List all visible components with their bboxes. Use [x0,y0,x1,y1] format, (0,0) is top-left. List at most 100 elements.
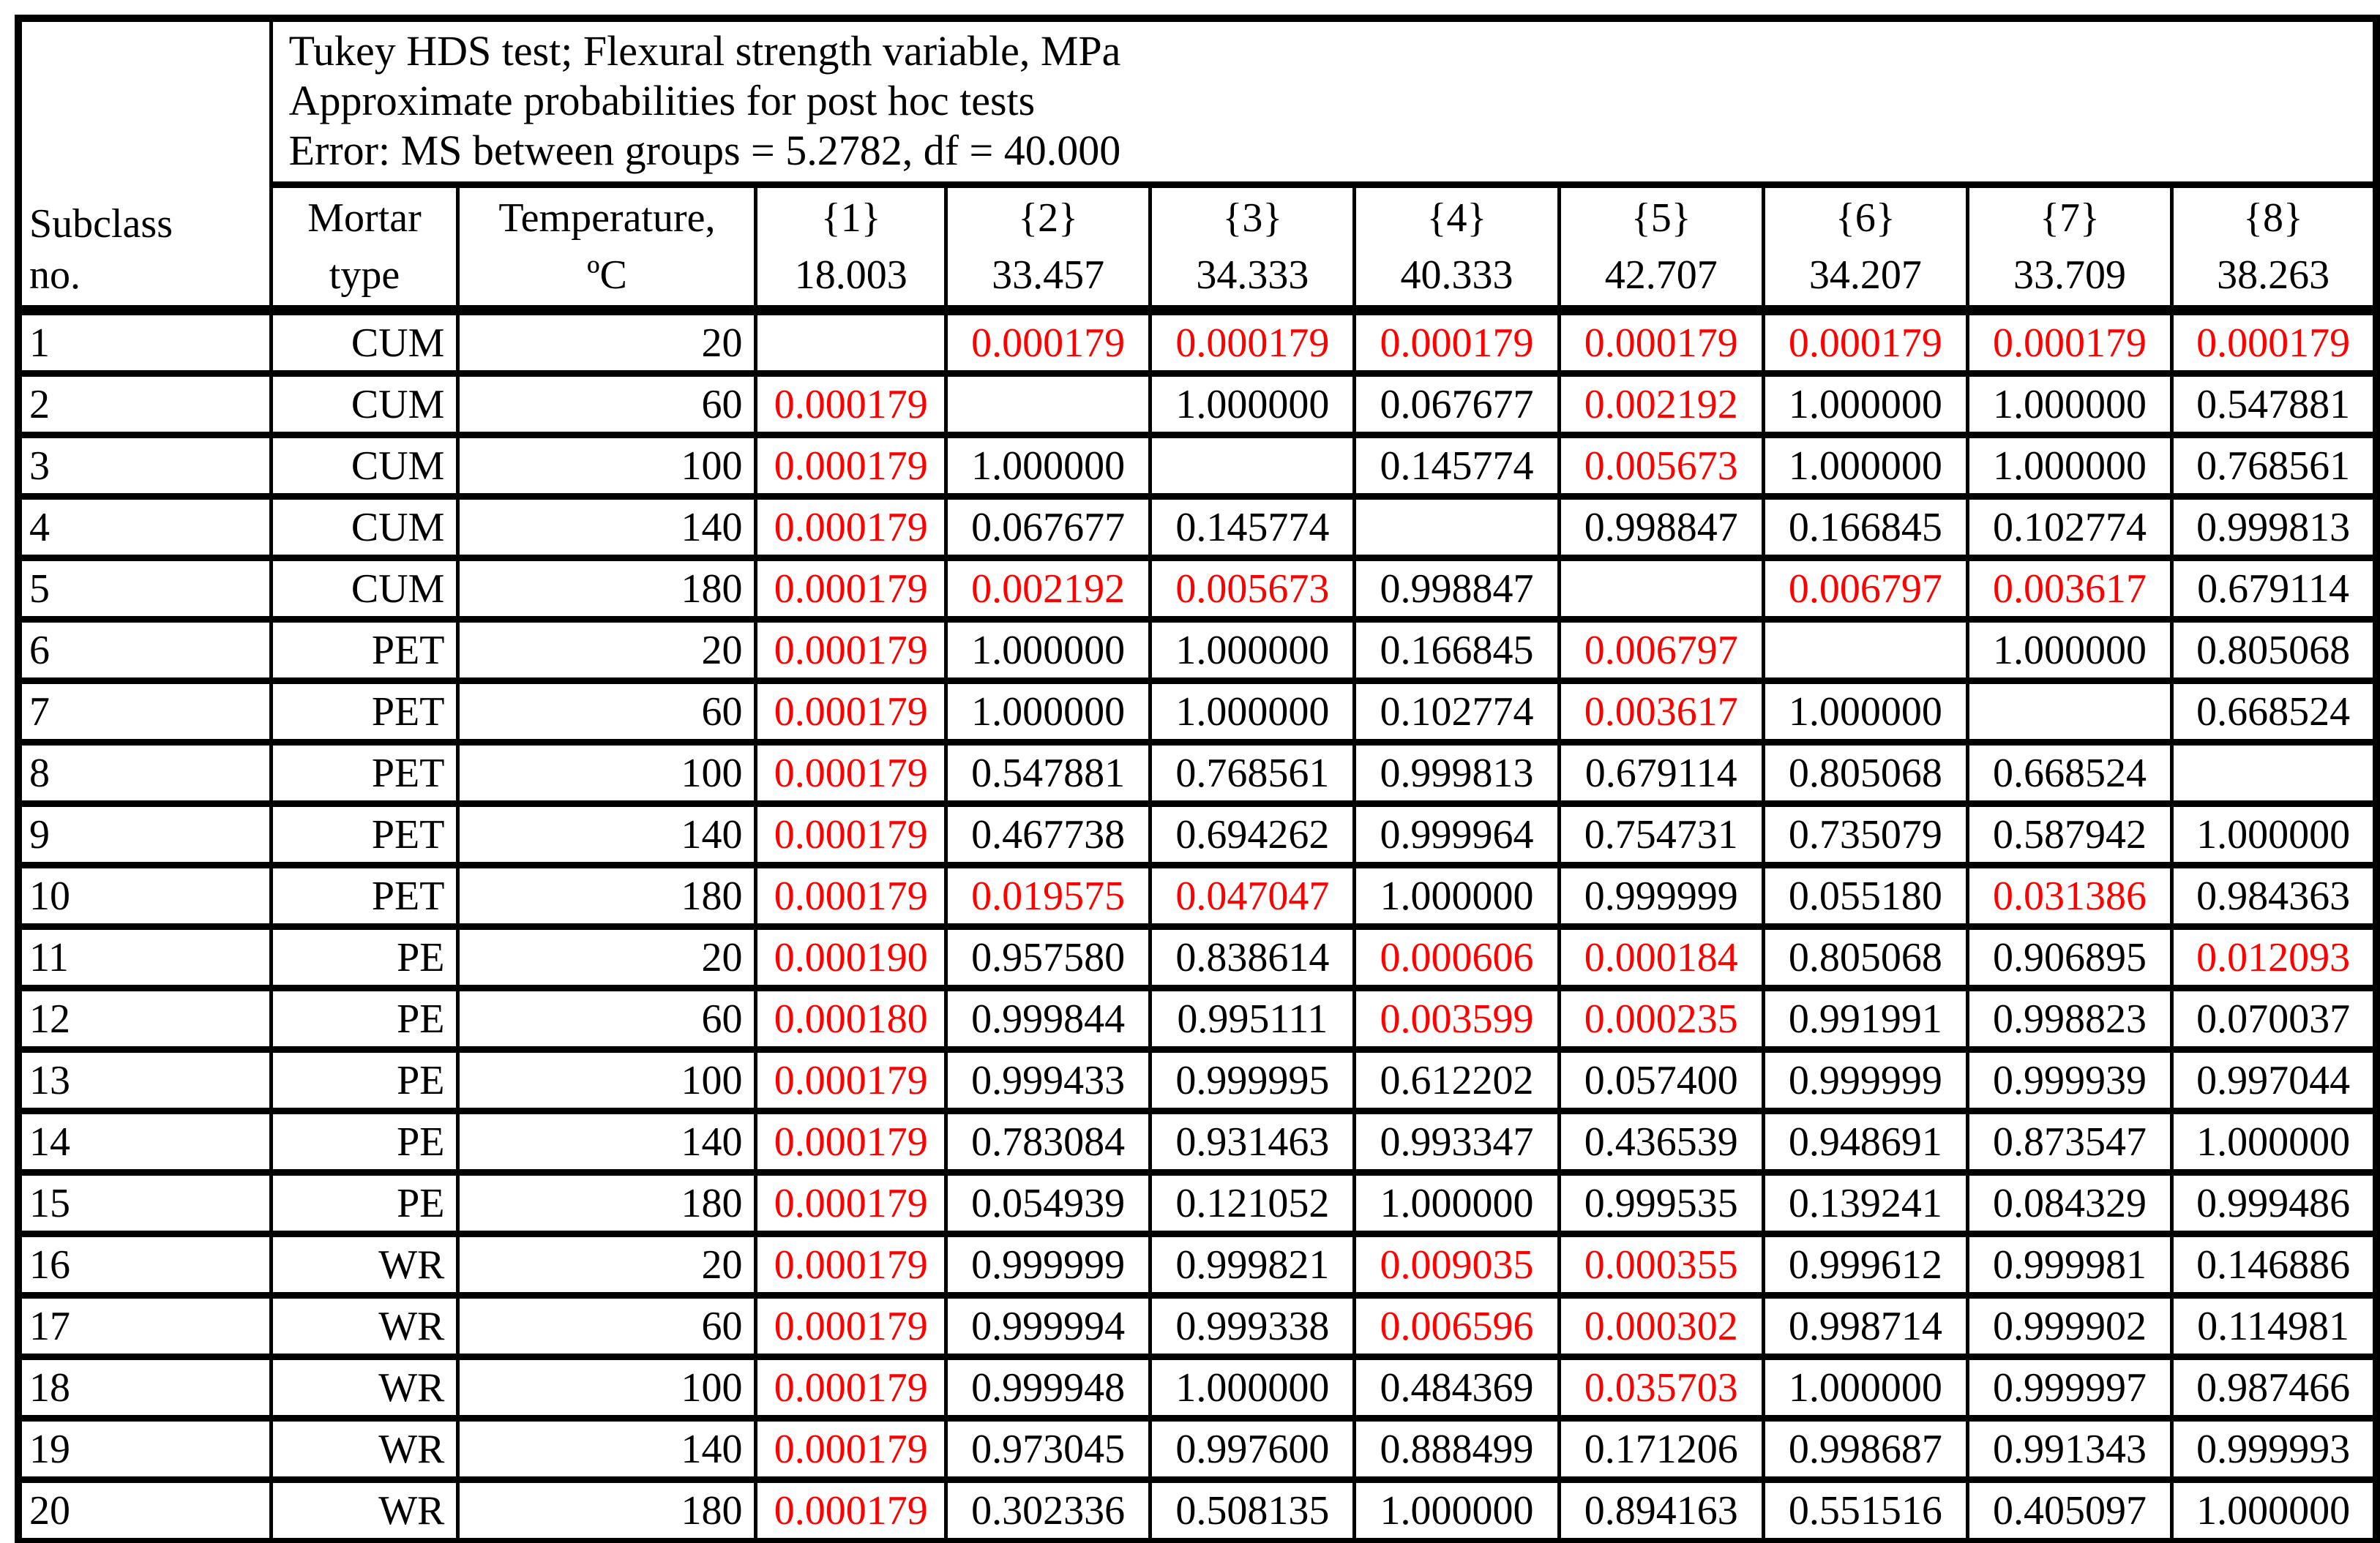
p-value-cell: 0.054939 [944,1169,1153,1237]
p-value-cell: 0.002192 [944,555,1153,623]
p-value-cell: 0.679114 [1557,739,1765,807]
p-value-cell: 0.679114 [2170,555,2379,623]
mortar-type-cell: WR [269,1476,460,1543]
p-value-cell: 0.993347 [1352,1108,1561,1176]
p-value-cell: 1.000000 [944,677,1153,746]
p-value-cell: 1.000000 [1352,862,1561,930]
p-value-cell: 0.998847 [1352,555,1561,623]
p-value-cell: 0.000179 [754,1046,948,1114]
table-body: Subclass no. Tukey HDS test; Flexural st… [16,15,2379,1543]
p-value-cell: 0.031386 [1965,862,2174,930]
p-value-cell: 0.957580 [944,923,1153,991]
p-value-cell: 0.805068 [1761,739,1969,807]
p-value-cell: 0.999433 [944,1046,1153,1114]
p-value-cell: 0.754731 [1557,800,1765,868]
row-number-cell: 16 [16,1231,273,1299]
p-value-cell: 0.995111 [1148,985,1357,1053]
p-value-cell: 0.000179 [1761,307,1969,377]
p-value-cell: 0.000184 [1557,923,1765,991]
p-value-cell: 0.436539 [1557,1108,1765,1176]
p-value-cell: 0.145774 [1148,493,1357,561]
row-number-cell: 11 [16,923,273,991]
p-value-cell: 0.005673 [1148,555,1357,623]
p-value-cell: 1.000000 [1761,677,1969,746]
p-value-cell: 0.166845 [1352,616,1561,684]
p-value-cell: 0.047047 [1148,862,1357,930]
p-value-cell: 0.999993 [2170,1415,2379,1483]
row-number-cell: 6 [16,616,273,684]
group-mean: 18.003 [794,252,908,298]
row-number-cell: 9 [16,800,273,868]
p-value-cell: 0.000179 [1965,307,2174,377]
table-row: 5 CUM 180 0.000179 0.002192 0.005673 0.9988… [16,555,2379,623]
table-row: 3 CUM 100 0.000179 1.000000 0.145774 0.0056… [16,432,2379,500]
p-value-cell: 0.006797 [1557,616,1765,684]
group-mean: 40.333 [1400,252,1513,298]
p-value-cell: 0.999338 [1148,1292,1357,1360]
row-number-cell: 13 [16,1046,273,1114]
mortar-type-cell: CUM [269,555,460,623]
p-value-cell: 0.302336 [944,1476,1153,1543]
p-value-cell: 0.006797 [1761,555,1969,623]
table-row: 7 PET 60 0.000179 1.000000 1.000000 0.10277… [16,677,2379,746]
table-row: 1 CUM 20 0.000179 0.000179 0.000179 0.00017… [16,307,2379,377]
tukey-hsd-table: Subclass no. Tukey HDS test; Flexural st… [15,15,2380,1543]
p-value-cell: 1.000000 [1965,432,2174,500]
p-value-cell: 0.999813 [2170,493,2379,561]
row-number-cell: 18 [16,1354,273,1422]
p-value-cell: 0.000179 [1557,307,1765,377]
p-value-cell [1761,616,1969,684]
p-value-cell: 0.000179 [754,1108,948,1176]
p-value-cell: 0.009035 [1352,1231,1561,1299]
temperature-cell: 140 [456,800,758,868]
table-row: 17 WR 60 0.000179 0.999994 0.999338 0.00659… [16,1292,2379,1360]
p-value-cell [944,370,1153,438]
temperature-cell: 60 [456,985,758,1053]
p-value-cell: 0.003617 [1965,555,2174,623]
row-number-cell: 3 [16,432,273,500]
corner-header-line: no. [29,252,81,298]
p-value-cell: 0.999612 [1761,1231,1969,1299]
table-row: 19 WR 140 0.000179 0.973045 0.997600 0.8884… [16,1415,2379,1483]
temperature-cell: 20 [456,307,758,377]
p-value-cell: 0.999994 [944,1292,1153,1360]
p-value-cell: 1.000000 [1148,677,1357,746]
row-number-cell: 17 [16,1292,273,1360]
table-row: 9 PET 140 0.000179 0.467738 0.694262 0.9999… [16,800,2379,868]
temperature-cell: 180 [456,1476,758,1543]
temperature-cell: 180 [456,555,758,623]
table-row: 13 PE 100 0.000179 0.999433 0.999995 0.6122… [16,1046,2379,1114]
title-line-probabilities: Approximate probabilities for post hoc t… [288,77,1036,124]
p-value-cell: 0.948691 [1761,1108,1969,1176]
mortar-type-cell: PE [269,1108,460,1176]
p-value-cell: 0.888499 [1352,1415,1561,1483]
p-value-cell: 0.000179 [754,1476,948,1543]
p-value-cell: 0.987466 [2170,1354,2379,1422]
p-value-cell: 0.000179 [2170,307,2379,377]
p-value-cell: 0.000179 [754,555,948,623]
group-id: {1} [820,195,881,241]
p-value-cell: 0.000179 [754,1231,948,1299]
p-value-cell: 0.999964 [1352,800,1561,868]
p-value-cell: 0.067677 [1352,370,1561,438]
p-value-cell: 0.508135 [1148,1476,1357,1543]
group-mean: 34.207 [1808,252,1922,298]
p-value-cell: 0.006596 [1352,1292,1561,1360]
p-value-cell: 1.000000 [1148,616,1357,684]
p-value-cell: 1.000000 [1761,432,1969,500]
p-value-cell: 1.000000 [944,432,1153,500]
p-value-cell: 0.612202 [1352,1046,1561,1114]
table-title: Tukey HDS test; Flexural strength variab… [269,15,2379,188]
p-value-cell: 0.114981 [2170,1292,2379,1360]
mortar-type-cell: PE [269,985,460,1053]
p-value-cell: 0.997044 [2170,1046,2379,1114]
row-number-cell: 1 [16,307,273,377]
p-value-cell: 0.906895 [1965,923,2174,991]
p-value-cell: 0.139241 [1761,1169,1969,1237]
p-value-cell: 0.000179 [754,370,948,438]
p-value-cell: 0.084329 [1965,1169,2174,1237]
temperature-cell: 140 [456,493,758,561]
p-value-cell [754,307,948,377]
p-value-cell: 0.984363 [2170,862,2379,930]
table-row: 8 PET 100 0.000179 0.547881 0.768561 0.9998… [16,739,2379,807]
